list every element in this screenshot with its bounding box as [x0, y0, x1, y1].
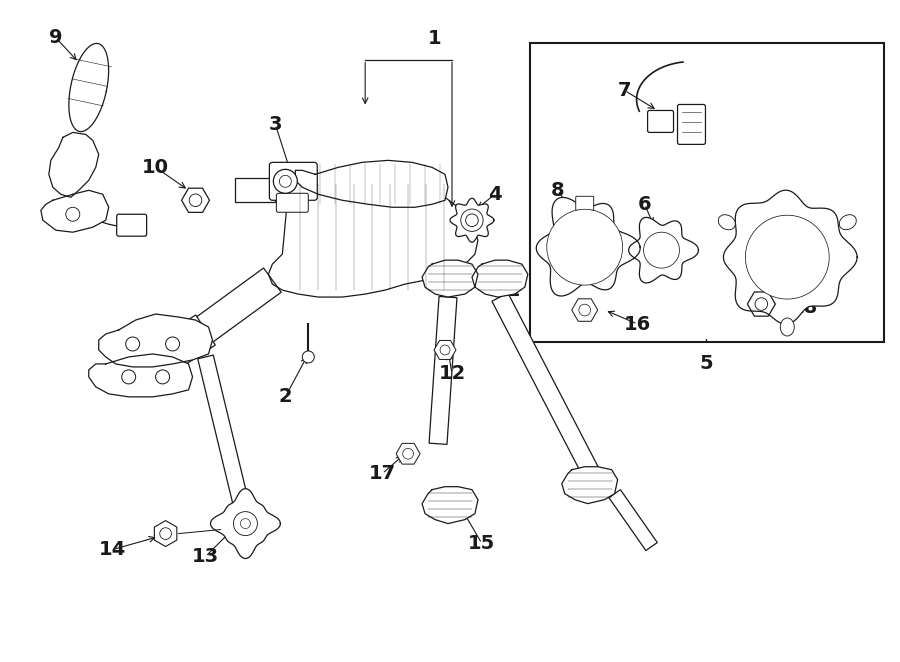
Circle shape	[562, 225, 607, 269]
Text: 6: 6	[638, 195, 652, 214]
Polygon shape	[69, 44, 109, 132]
Ellipse shape	[718, 214, 735, 230]
Polygon shape	[295, 160, 448, 207]
Polygon shape	[155, 520, 176, 547]
Polygon shape	[422, 487, 478, 524]
FancyBboxPatch shape	[648, 111, 673, 132]
Ellipse shape	[780, 318, 795, 336]
Polygon shape	[450, 199, 494, 242]
Text: 11: 11	[494, 281, 521, 300]
Text: 8: 8	[551, 181, 564, 200]
Polygon shape	[562, 467, 617, 504]
Text: 14: 14	[99, 540, 126, 559]
Polygon shape	[747, 292, 775, 316]
Text: 7: 7	[618, 81, 632, 100]
Circle shape	[160, 528, 171, 540]
Polygon shape	[182, 188, 210, 213]
FancyBboxPatch shape	[269, 162, 318, 201]
FancyBboxPatch shape	[276, 193, 309, 213]
Circle shape	[772, 242, 802, 272]
Circle shape	[156, 370, 169, 384]
Circle shape	[279, 175, 292, 187]
Polygon shape	[99, 314, 212, 367]
Text: 3: 3	[268, 115, 282, 134]
Text: 5: 5	[699, 354, 714, 373]
Polygon shape	[198, 355, 250, 512]
Polygon shape	[268, 177, 478, 297]
Circle shape	[465, 214, 478, 226]
Polygon shape	[536, 197, 640, 296]
Text: 12: 12	[438, 364, 465, 383]
Polygon shape	[40, 190, 109, 232]
Circle shape	[760, 229, 815, 285]
Circle shape	[579, 305, 590, 316]
Text: 1: 1	[428, 28, 442, 48]
Circle shape	[166, 337, 180, 351]
Circle shape	[440, 345, 450, 355]
Circle shape	[302, 351, 314, 363]
Circle shape	[553, 215, 617, 279]
FancyBboxPatch shape	[117, 214, 147, 236]
Text: 9: 9	[50, 28, 63, 47]
Circle shape	[755, 298, 768, 310]
Text: 18: 18	[790, 297, 818, 316]
Text: 13: 13	[192, 547, 219, 566]
Polygon shape	[158, 315, 215, 369]
Polygon shape	[89, 354, 193, 397]
Polygon shape	[492, 293, 603, 484]
Circle shape	[652, 240, 671, 260]
Polygon shape	[211, 489, 281, 559]
FancyBboxPatch shape	[678, 105, 706, 144]
Text: 4: 4	[488, 185, 501, 204]
Text: 15: 15	[468, 534, 496, 553]
Polygon shape	[396, 444, 420, 464]
Bar	[530, 42, 884, 342]
Polygon shape	[609, 490, 657, 551]
Circle shape	[122, 370, 136, 384]
Text: 17: 17	[369, 464, 396, 483]
Circle shape	[547, 209, 623, 285]
Circle shape	[189, 194, 202, 207]
Text: 10: 10	[142, 158, 169, 177]
Polygon shape	[724, 190, 857, 324]
Polygon shape	[190, 268, 281, 346]
Polygon shape	[429, 297, 457, 444]
Polygon shape	[434, 340, 456, 359]
Circle shape	[274, 169, 297, 193]
Circle shape	[126, 337, 140, 351]
Ellipse shape	[840, 214, 856, 230]
Polygon shape	[49, 132, 99, 197]
Circle shape	[240, 518, 250, 528]
Text: 2: 2	[278, 387, 293, 406]
Circle shape	[233, 512, 257, 536]
Circle shape	[745, 215, 829, 299]
Circle shape	[402, 448, 413, 459]
FancyBboxPatch shape	[576, 197, 594, 211]
Circle shape	[66, 207, 80, 221]
Polygon shape	[572, 299, 598, 321]
Circle shape	[572, 235, 597, 259]
Polygon shape	[422, 260, 478, 297]
Circle shape	[461, 209, 483, 232]
Circle shape	[644, 232, 680, 268]
Polygon shape	[472, 260, 527, 297]
Text: 16: 16	[624, 314, 652, 334]
Polygon shape	[236, 178, 275, 203]
Polygon shape	[628, 217, 698, 283]
